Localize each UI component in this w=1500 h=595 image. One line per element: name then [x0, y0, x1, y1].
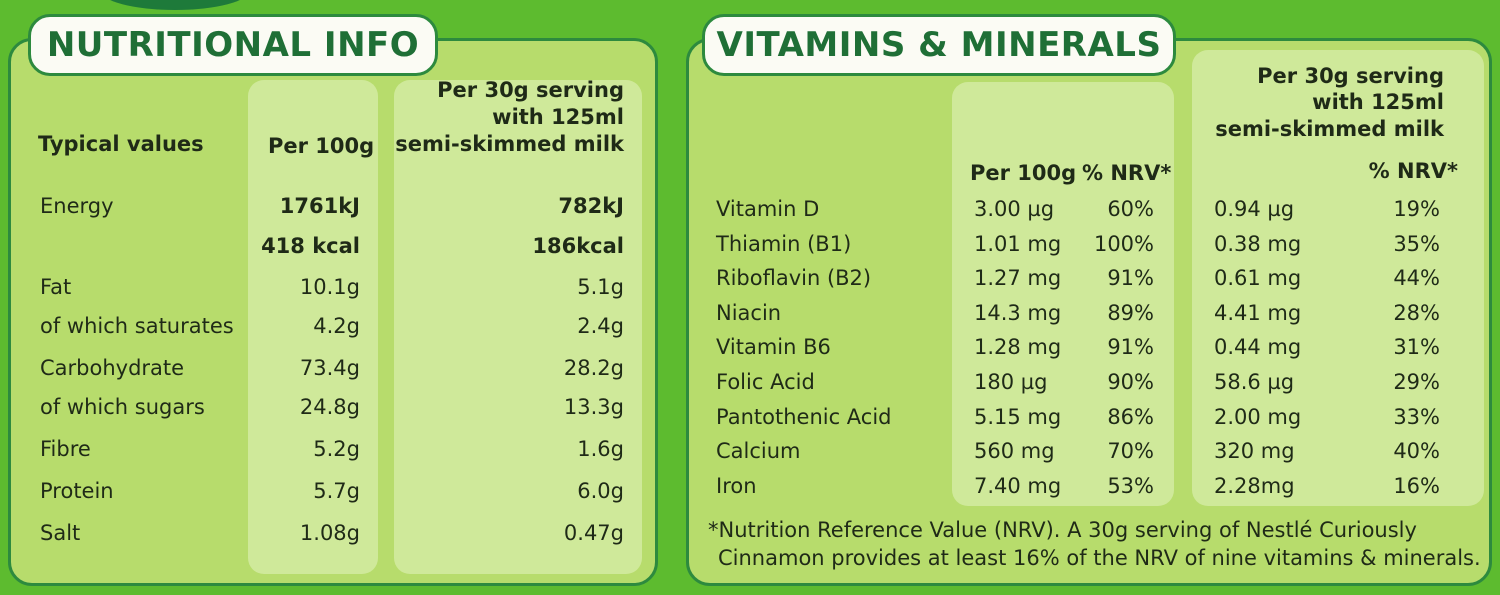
nutrition-per100-column-highlight: [248, 80, 378, 574]
vit-header-serving-nrv: % NRV*: [1368, 159, 1458, 183]
vitamin-row-per100: 7.40 mg: [974, 474, 1062, 498]
vit-header-nrv: % NRV*: [1082, 161, 1172, 185]
nutrition-row-per100: 418 kcal: [261, 234, 360, 258]
nutrition-row-name: of which saturates: [40, 314, 234, 338]
nutrition-row-name: of which sugars: [40, 395, 205, 419]
vitamin-row-name: Niacin: [716, 301, 782, 325]
vitamin-row-serving-nrv: 40%: [1393, 439, 1440, 463]
vitamin-row-serving: 4.41 mg: [1214, 301, 1302, 325]
nutrition-row-name: Carbohydrate: [40, 356, 185, 380]
nutrition-row-name: Fibre: [40, 437, 91, 461]
footnote-line2: Cinnamon provides at least 16% of the NR…: [718, 546, 1481, 570]
nutrition-row-per100: 1.08g: [299, 521, 360, 545]
header-serving-line1: Per 30g serving: [437, 78, 624, 102]
nutrition-row-per100: 5.2g: [313, 437, 360, 461]
vitamin-row-name: Iron: [716, 474, 757, 498]
nutrition-title: NUTRITIONAL INFO: [28, 14, 438, 76]
vitamin-row-serving-nrv: 31%: [1393, 335, 1440, 359]
vitamin-row-nrv: 86%: [1107, 405, 1154, 429]
nutrition-row-serving: 2.4g: [577, 314, 624, 338]
vitamin-row-name: Vitamin D: [716, 197, 820, 221]
vitamins-title: VITAMINS & MINERALS: [702, 14, 1176, 76]
nutrition-row-serving: 0.47g: [563, 521, 624, 545]
vitamin-row-serving-nrv: 19%: [1393, 197, 1440, 221]
vitamin-row-nrv: 100%: [1093, 232, 1154, 256]
vitamin-row-per100: 14.3 mg: [974, 301, 1062, 325]
nutrition-row-name: Salt: [40, 521, 81, 545]
vit-header-serving-line2: with 125ml: [1312, 90, 1444, 114]
nutrition-row-serving: 13.3g: [563, 395, 624, 419]
nutrition-row-per100: 5.7g: [313, 479, 360, 503]
vitamin-row-per100: 3.00 µg: [974, 197, 1055, 221]
vitamin-row-nrv: 89%: [1107, 301, 1154, 325]
vit-header-per-100g: Per 100g: [970, 161, 1077, 185]
nutrition-row-serving: 5.1g: [577, 275, 624, 299]
vit-header-serving-line1: Per 30g serving: [1257, 64, 1444, 88]
nutrition-row-serving: 782kJ: [558, 194, 624, 218]
vitamin-row-serving: 58.6 µg: [1214, 370, 1295, 394]
vitamin-row-serving-nrv: 33%: [1393, 405, 1440, 429]
nutrition-row-serving: 28.2g: [563, 356, 624, 380]
vitamin-row-serving: 320 mg: [1214, 439, 1295, 463]
nutrition-row-serving: 6.0g: [577, 479, 624, 503]
vitamin-row-per100: 560 mg: [974, 439, 1055, 463]
vitamin-row-serving-nrv: 29%: [1393, 370, 1440, 394]
vitamins-serving-column-highlight: [1192, 50, 1484, 506]
footnote-line1: *Nutrition Reference Value (NRV). A 30g …: [708, 518, 1417, 542]
nutrition-row-per100: 4.2g: [313, 314, 360, 338]
vitamin-row-nrv: 91%: [1107, 266, 1154, 290]
vit-header-serving-line3: semi-skimmed milk: [1215, 117, 1444, 141]
nutrition-row-name: Protein: [40, 479, 114, 503]
nutrition-row-name: Energy: [40, 194, 114, 218]
header-serving-line3: semi-skimmed milk: [395, 132, 624, 156]
vitamins-per100-column-highlight: [952, 82, 1174, 506]
vitamin-row-serving: 2.00 mg: [1214, 405, 1302, 429]
vitamin-row-nrv: 90%: [1107, 370, 1154, 394]
vitamin-row-nrv: 53%: [1107, 474, 1154, 498]
vitamin-row-name: Vitamin B6: [716, 335, 831, 359]
vitamin-row-serving-nrv: 44%: [1393, 266, 1440, 290]
vitamin-row-name: Calcium: [716, 439, 801, 463]
vitamin-row-nrv: 91%: [1107, 335, 1154, 359]
nutrition-row-serving: 186kcal: [532, 234, 624, 258]
vitamin-row-nrv: 60%: [1107, 197, 1154, 221]
header-typical-values: Typical values: [38, 132, 204, 156]
vitamin-row-serving: 0.44 mg: [1214, 335, 1302, 359]
nutrition-serving-column-highlight: [394, 80, 642, 574]
vitamin-row-serving: 2.28mg: [1214, 474, 1295, 498]
vitamin-row-name: Thiamin (B1): [716, 232, 852, 256]
vitamin-row-per100: 1.01 mg: [974, 232, 1062, 256]
vitamin-row-serving-nrv: 16%: [1393, 474, 1440, 498]
nutrition-row-per100: 10.1g: [299, 275, 360, 299]
header-serving-line2: with 125ml: [492, 105, 624, 129]
nutrition-row-per100: 24.8g: [299, 395, 360, 419]
vitamin-row-name: Riboflavin (B2): [716, 266, 872, 290]
vitamin-row-serving: 0.38 mg: [1214, 232, 1302, 256]
vitamin-row-nrv: 70%: [1107, 439, 1154, 463]
vitamin-row-serving: 0.94 µg: [1214, 197, 1295, 221]
vitamin-row-serving-nrv: 28%: [1393, 301, 1440, 325]
nutrition-row-serving: 1.6g: [577, 437, 624, 461]
vitamin-row-name: Pantothenic Acid: [716, 405, 892, 429]
vitamin-row-per100: 1.27 mg: [974, 266, 1062, 290]
vitamin-row-per100: 180 µg: [974, 370, 1048, 394]
vitamin-row-serving-nrv: 35%: [1393, 232, 1440, 256]
vitamin-row-per100: 1.28 mg: [974, 335, 1062, 359]
vitamin-row-name: Folic Acid: [716, 370, 815, 394]
nutrition-row-per100: 1761kJ: [279, 194, 360, 218]
vitamin-row-per100: 5.15 mg: [974, 405, 1062, 429]
header-per-100g: Per 100g: [268, 134, 375, 158]
top-decoration: [100, 0, 250, 10]
nutrition-row-name: Fat: [40, 275, 72, 299]
nutrition-row-per100: 73.4g: [299, 356, 360, 380]
vitamin-row-serving: 0.61 mg: [1214, 266, 1302, 290]
